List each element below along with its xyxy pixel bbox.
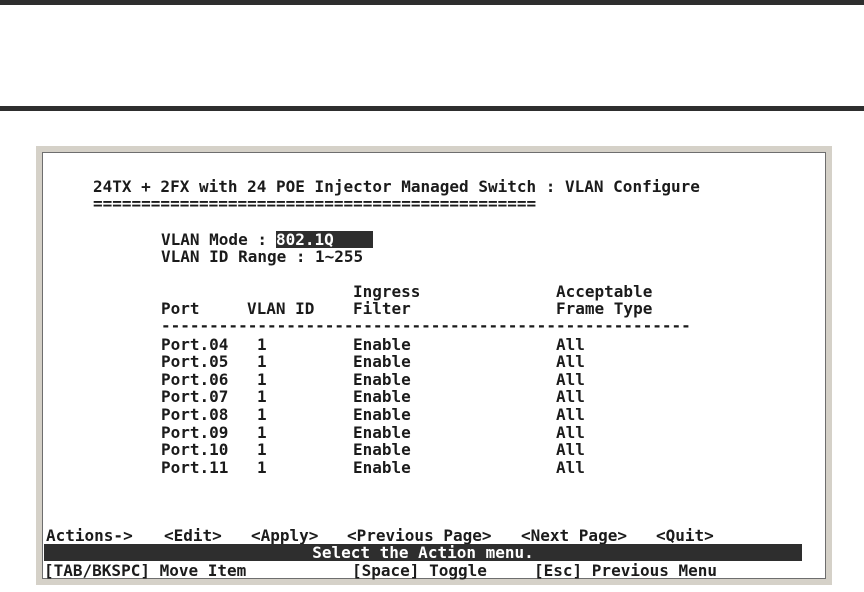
header-acceptable: Acceptable [556, 282, 653, 301]
vlan-id-range-label: VLAN ID Range : [161, 247, 316, 266]
help-toggle: [Space] Toggle [352, 561, 487, 580]
cell-port: Port.04 [161, 335, 229, 354]
cell-port: Port.09 [161, 423, 229, 442]
cell-vlan-id: 1 [257, 423, 267, 442]
cell-port: Port.06 [161, 370, 229, 389]
table-row: Port.08 1 Enable All [43, 406, 825, 423]
table-row: Port.11 1 Enable All [43, 459, 825, 476]
cell-filter: Enable [353, 352, 411, 371]
header-port: Port [161, 299, 200, 318]
header-divider-bar [0, 106, 864, 111]
status-bar: Select the Action menu. [44, 544, 802, 561]
cell-filter: Enable [353, 405, 411, 424]
cell-frame-type: All [556, 335, 585, 354]
header-ingress: Ingress [353, 282, 421, 301]
top-border-bar [0, 0, 864, 5]
table-row: Port.04 1 Enable All [43, 336, 825, 353]
action-apply[interactable]: <Apply> [251, 526, 319, 545]
cell-filter: Enable [353, 423, 411, 442]
help-move-item: [TAB/BKSPC] Move Item [44, 561, 247, 580]
cell-port: Port.08 [161, 405, 229, 424]
cell-filter: Enable [353, 387, 411, 406]
cell-frame-type: All [556, 423, 585, 442]
table-row: Port.05 1 Enable All [43, 353, 825, 370]
page-title: 24TX + 2FX with 24 POE Injector Managed … [93, 177, 700, 196]
help-previous-menu: [Esc] Previous Menu [534, 561, 718, 580]
header-vlan-id: VLAN ID [247, 299, 315, 318]
cell-vlan-id: 1 [257, 370, 267, 389]
action-edit[interactable]: <Edit> [164, 526, 222, 545]
action-next-page[interactable]: <Next Page> [521, 526, 627, 545]
cell-frame-type: All [556, 405, 585, 424]
cell-frame-type: All [556, 440, 585, 459]
table-row: Port.09 1 Enable All [43, 424, 825, 441]
cell-filter: Enable [353, 335, 411, 354]
cell-vlan-id: 1 [257, 458, 267, 477]
header-frame-type: Frame Type [556, 299, 653, 318]
actions-label: Actions-> [46, 526, 133, 545]
cell-frame-type: All [556, 387, 585, 406]
cell-vlan-id: 1 [257, 440, 267, 459]
cell-frame-type: All [556, 352, 585, 371]
cell-frame-type: All [556, 458, 585, 477]
header-filter: Filter [353, 299, 411, 318]
terminal-screen: 24TX + 2FX with 24 POE Injector Managed … [42, 152, 826, 579]
table-row: Port.06 1 Enable All [43, 371, 825, 388]
table-divider: ----------------------------------------… [161, 316, 691, 335]
vlan-mode-label: VLAN Mode : [161, 230, 277, 249]
cell-filter: Enable [353, 458, 411, 477]
terminal-window: 24TX + 2FX with 24 POE Injector Managed … [36, 146, 832, 585]
cell-vlan-id: 1 [257, 335, 267, 354]
vlan-mode-field[interactable]: 802.1Q [276, 231, 373, 248]
cell-filter: Enable [353, 440, 411, 459]
cell-vlan-id: 1 [257, 352, 267, 371]
cell-port: Port.11 [161, 458, 229, 477]
cell-filter: Enable [353, 370, 411, 389]
action-quit[interactable]: <Quit> [656, 526, 714, 545]
title-underline: ========================================… [93, 194, 537, 213]
cell-vlan-id: 1 [257, 387, 267, 406]
cell-frame-type: All [556, 370, 585, 389]
cell-port: Port.05 [161, 352, 229, 371]
table-row: Port.07 1 Enable All [43, 388, 825, 405]
action-previous-page[interactable]: <Previous Page> [347, 526, 492, 545]
vlan-id-range-value: 1~255 [315, 247, 364, 266]
table-row: Port.10 1 Enable All [43, 441, 825, 458]
cell-port: Port.07 [161, 387, 229, 406]
cell-port: Port.10 [161, 440, 229, 459]
cell-vlan-id: 1 [257, 405, 267, 424]
